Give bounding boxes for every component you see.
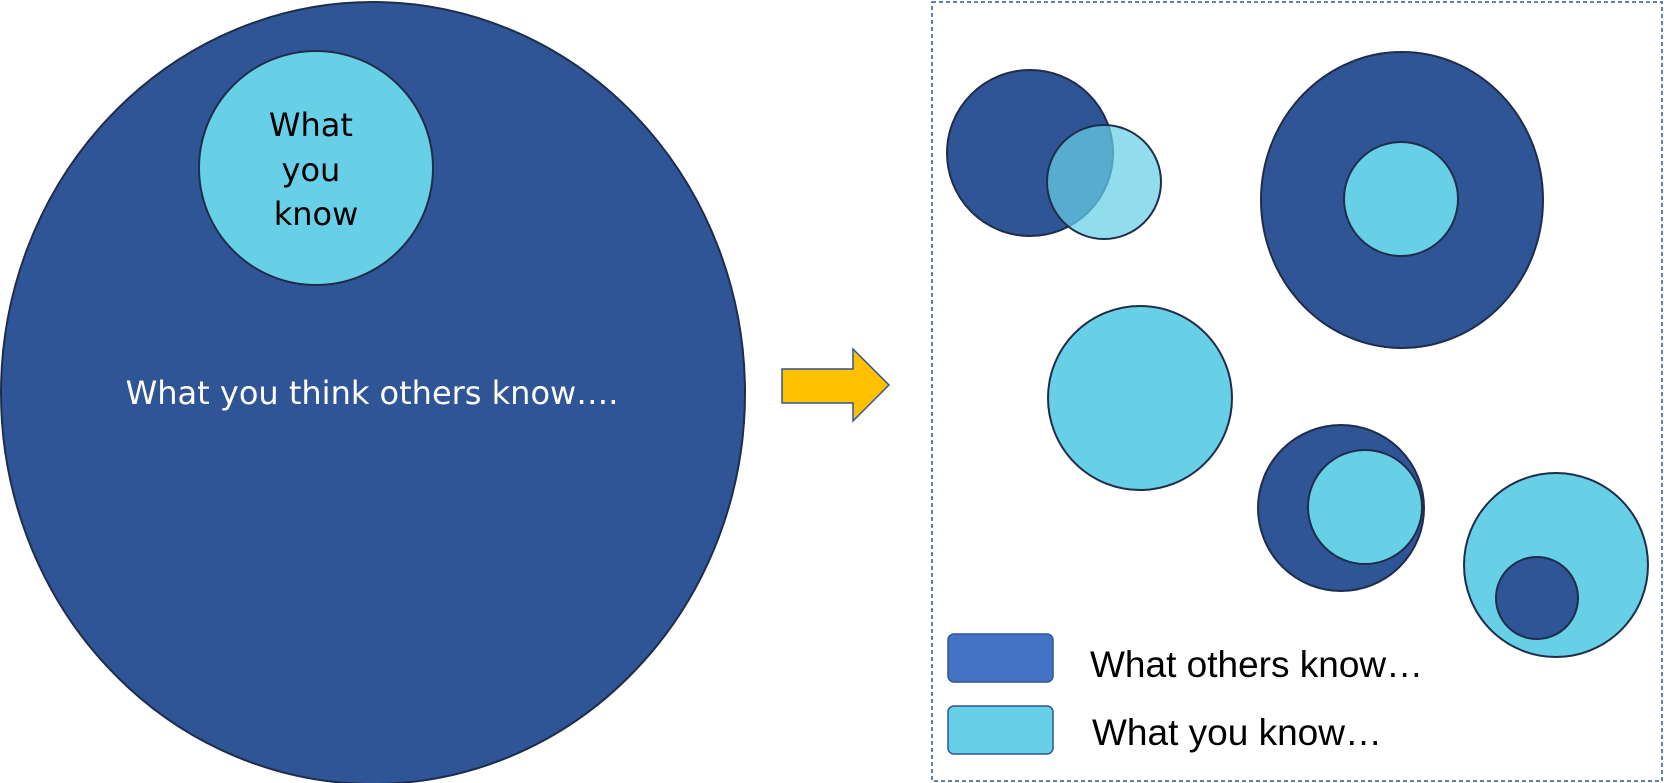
contained-small-group [1261, 52, 1543, 348]
you-know-circle [1308, 450, 1422, 564]
legend-swatch-others-know [948, 634, 1053, 682]
overlap-partial-group [947, 70, 1161, 239]
overlap-large-group [1258, 425, 1424, 591]
inner-circle-label-line-1: What [269, 106, 353, 144]
you-know-circle-alone [1048, 306, 1232, 490]
others-inside-you-group [1464, 473, 1648, 657]
legend: What others know… What you know… [948, 634, 1423, 754]
right-panel: What others know… What you know… [932, 2, 1662, 781]
inner-circle-label: What you know [269, 106, 363, 233]
right-arrow-icon [782, 349, 889, 421]
inner-circle-label-line-3: know [274, 195, 359, 233]
left-panel: What you know What you think others know… [1, 2, 745, 783]
inner-circle-label-line-2: you [282, 151, 341, 189]
legend-label-others-know: What others know… [1090, 644, 1423, 685]
you-know-circle [1344, 142, 1458, 256]
legend-swatch-you-know [948, 706, 1053, 754]
outer-circle-label: What you think others know…. [126, 374, 619, 412]
legend-label-you-know: What you know… [1092, 712, 1382, 753]
you-know-circle [1047, 125, 1161, 239]
others-know-circle [1496, 557, 1578, 639]
